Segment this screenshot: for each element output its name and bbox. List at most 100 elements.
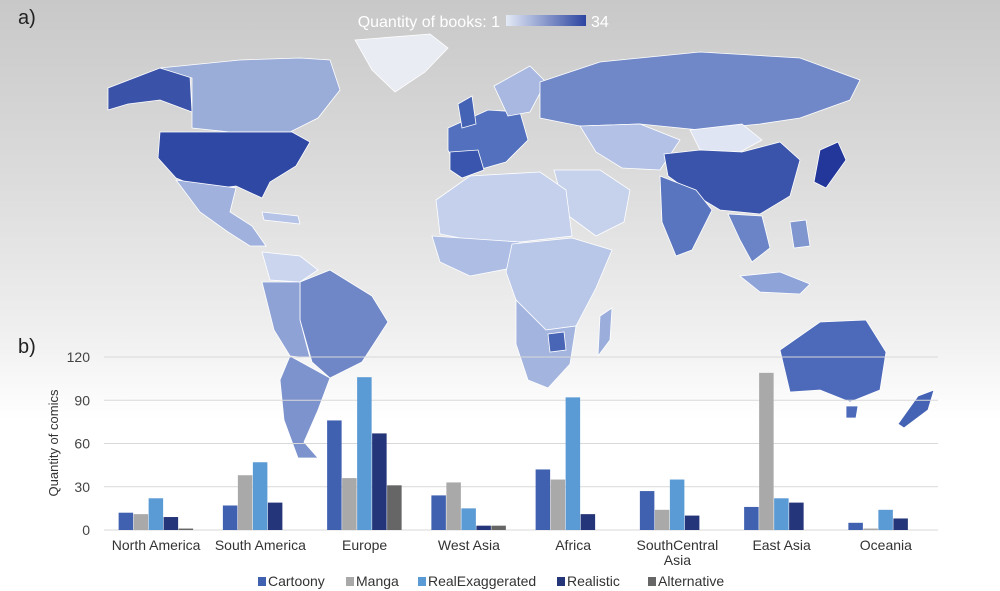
legend-swatch-alternative [648, 577, 656, 586]
map-region-north-africa [435, 171, 573, 243]
bar-realexaggerated-1 [252, 462, 268, 530]
bar-manga-1 [237, 475, 253, 530]
map-region-australia [779, 319, 887, 403]
bar-realexaggerated-3 [461, 508, 476, 530]
legend-label-realistic: Realistic [567, 573, 620, 589]
map-region-russia [539, 51, 861, 131]
y-tick-label: 0 [82, 522, 90, 538]
bar-realexaggerated-4 [565, 397, 581, 530]
map-region-brazil [299, 269, 389, 379]
bar-realistic-2 [372, 433, 387, 530]
map-color-scale: Quantity of books: 1 34 [358, 14, 609, 31]
map-scale-max-label: 34 [591, 14, 609, 31]
map-region-tasmania [845, 405, 859, 419]
y-tick-label: 60 [74, 436, 90, 452]
map-region-philippines [789, 219, 811, 249]
bar-cartoony-0 [118, 512, 134, 530]
legend-swatch-realexaggerated [418, 577, 426, 586]
bar-manga-2 [342, 478, 357, 530]
map-region-caribbean [261, 211, 301, 225]
bar-realistic-0 [163, 517, 179, 530]
panel-label-b: b) [18, 336, 36, 358]
bar-manga-5 [654, 509, 670, 530]
chart-legend: Cartoony Manga RealExaggerated Realistic Alt… [258, 573, 724, 589]
bars [118, 372, 908, 530]
bar-alternative-0 [178, 528, 194, 530]
bar-realistic-3 [476, 525, 491, 530]
x-category-label: Oceania [860, 537, 912, 553]
bar-chart: 0 30 60 90 120 Quantity of comics North Amer… [46, 349, 938, 589]
map-region-indonesia [738, 271, 811, 295]
map-region-greenland [354, 33, 449, 93]
map-region-peru-bolivia [261, 281, 311, 359]
bar-realistic-6 [789, 502, 804, 530]
bar-realistic-4 [580, 514, 596, 530]
x-category-label: Africa [555, 537, 591, 553]
map-region-mongolia [689, 123, 763, 153]
panel-label-a: a) [18, 7, 36, 29]
y-tick-label: 30 [74, 479, 90, 495]
bar-manga-3 [446, 482, 461, 530]
legend-label-manga: Manga [356, 573, 399, 589]
bar-realexaggerated-7 [878, 509, 893, 530]
map-region-mexico [175, 179, 267, 247]
legend-label-alternative: Alternative [658, 573, 724, 589]
bar-manga-4 [550, 479, 566, 530]
bar-realistic-7 [893, 518, 908, 530]
bar-realexaggerated-6 [774, 498, 789, 530]
bar-alternative-3 [491, 525, 506, 530]
chart-gridlines [104, 356, 938, 531]
map-region-southern-cone [279, 355, 331, 459]
map-scale-gradient-bar [506, 15, 586, 26]
y-tick-label: 90 [74, 392, 90, 408]
bar-realexaggerated-2 [357, 377, 372, 530]
bar-alternative-2 [387, 485, 402, 530]
bar-manga-6 [759, 372, 774, 530]
bar-realexaggerated-5 [669, 479, 685, 530]
x-category-label: Europe [342, 537, 387, 553]
map-region-japan [813, 141, 847, 189]
bar-cartoony-6 [744, 506, 759, 530]
map-region-madagascar [597, 307, 613, 358]
legend-swatch-manga [346, 577, 354, 586]
map-region-canada [159, 57, 341, 133]
legend-label-cartoony: Cartoony [268, 573, 325, 589]
world-map [107, 33, 935, 459]
map-region-zimbabwe [547, 331, 567, 353]
x-category-label: West Asia [438, 537, 500, 553]
bar-cartoony-3 [431, 495, 446, 530]
bar-manga-0 [133, 514, 149, 530]
map-region-uk [457, 95, 477, 129]
bar-cartoony-5 [639, 491, 655, 530]
x-category-label: East Asia [752, 537, 811, 553]
map-region-west-africa [431, 235, 521, 277]
y-axis-ticks: 0 30 60 90 120 [67, 349, 91, 538]
y-tick-label: 120 [67, 349, 91, 365]
map-region-southern-africa [515, 299, 577, 389]
bar-cartoony-7 [848, 522, 863, 530]
legend-swatch-cartoony [258, 577, 266, 586]
bar-realistic-5 [684, 515, 700, 530]
bar-realistic-1 [267, 502, 283, 530]
y-axis-label: Quantity of comics [46, 389, 61, 496]
map-region-northern-south-america [261, 251, 319, 283]
map-region-iberia [449, 149, 485, 179]
map-region-usa [157, 131, 311, 199]
map-region-central-asia [579, 123, 681, 171]
bar-realexaggerated-0 [148, 498, 164, 530]
map-region-scandinavia [493, 65, 547, 117]
x-axis-categories: North America South America Europe West Asi… [112, 537, 912, 568]
x-category-label: North America [112, 537, 201, 553]
legend-label-realexaggerated: RealExaggerated [428, 573, 536, 589]
map-region-alaska [107, 67, 193, 113]
map-region-new-zealand [897, 389, 935, 429]
bar-cartoony-4 [535, 469, 551, 530]
x-category-label: South America [215, 537, 306, 553]
x-category-label: SouthCentral [637, 537, 719, 553]
map-region-southeast-asia [727, 213, 771, 263]
bar-manga-7 [863, 528, 878, 530]
legend-swatch-realistic [557, 577, 565, 586]
map-scale-title: Quantity of books: 1 [358, 14, 500, 31]
map-region-india [659, 175, 713, 257]
